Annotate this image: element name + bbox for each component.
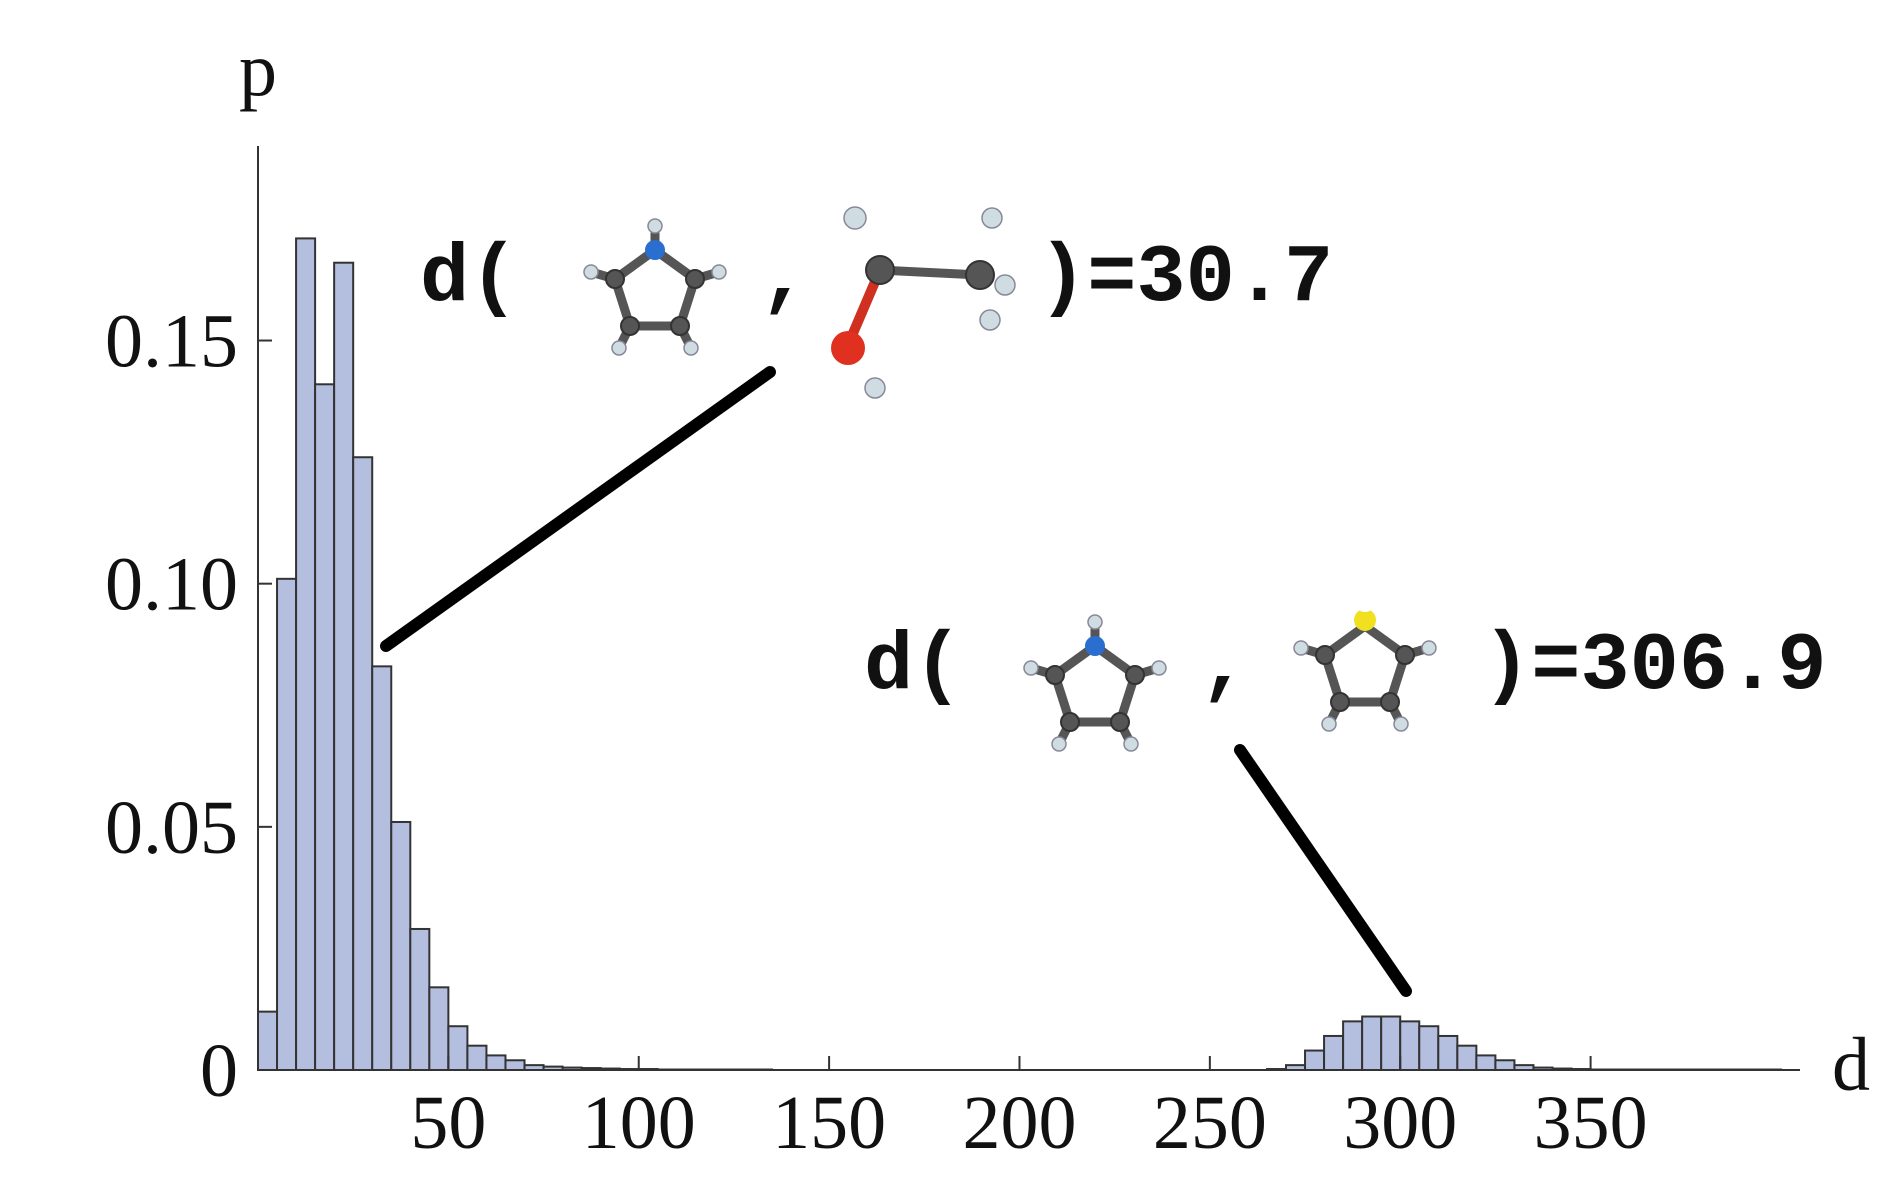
bar xyxy=(1476,1055,1495,1070)
bar xyxy=(505,1060,524,1070)
annotation-suffix: )=306.9 xyxy=(1482,620,1826,713)
bar xyxy=(353,457,372,1070)
x-tick-label: 150 xyxy=(772,1081,886,1165)
molecule-ethanol xyxy=(831,207,1015,398)
bar xyxy=(486,1055,505,1070)
y-tick-label: 0.05 xyxy=(105,786,238,870)
x-tick-label: 50 xyxy=(410,1081,486,1165)
bar xyxy=(334,263,353,1070)
molecule-pyrrole xyxy=(1024,615,1166,751)
bar xyxy=(1362,1017,1381,1070)
bar xyxy=(448,1026,467,1070)
annotation-prefix: d( xyxy=(864,620,962,713)
chart: p d d( , )=30.7 d( , )=306.9 xyxy=(0,0,1881,1179)
bar xyxy=(429,987,448,1070)
bar xyxy=(1438,1036,1457,1070)
molecule-thiophene xyxy=(1294,592,1436,731)
bar xyxy=(1324,1036,1343,1070)
y-tick-label: 0.10 xyxy=(105,543,238,627)
bar xyxy=(1400,1021,1419,1070)
y-axis-label: p xyxy=(239,28,277,112)
x-tick-label: 250 xyxy=(1153,1081,1267,1165)
x-tick-label: 100 xyxy=(582,1081,696,1165)
bar xyxy=(315,384,334,1070)
x-tick-label: 200 xyxy=(962,1081,1076,1165)
bar xyxy=(1305,1051,1324,1070)
bar xyxy=(1419,1026,1438,1070)
y-tick-label: 0.15 xyxy=(105,300,238,384)
bar xyxy=(467,1046,486,1070)
bar xyxy=(258,1012,277,1070)
annotation-separator: , xyxy=(1200,620,1249,713)
bar xyxy=(410,929,429,1070)
annotation-prefix: d( xyxy=(420,232,518,325)
x-axis-label: d xyxy=(1832,1023,1870,1107)
y-tick-label: 0 xyxy=(200,1029,238,1113)
molecule-pyrrole xyxy=(584,219,726,355)
bar xyxy=(1343,1021,1362,1070)
bar xyxy=(277,579,296,1070)
bar xyxy=(372,666,391,1070)
annotation-suffix: )=30.7 xyxy=(1038,232,1333,325)
bar xyxy=(296,238,315,1070)
callout-line xyxy=(1240,750,1406,991)
bar xyxy=(1457,1046,1476,1070)
annotation-separator: , xyxy=(760,232,809,325)
x-tick-label: 300 xyxy=(1343,1081,1457,1165)
callout-line xyxy=(386,372,770,646)
bar xyxy=(1381,1017,1400,1070)
bar xyxy=(1495,1060,1514,1070)
bar xyxy=(391,822,410,1070)
x-tick-label: 350 xyxy=(1534,1081,1648,1165)
